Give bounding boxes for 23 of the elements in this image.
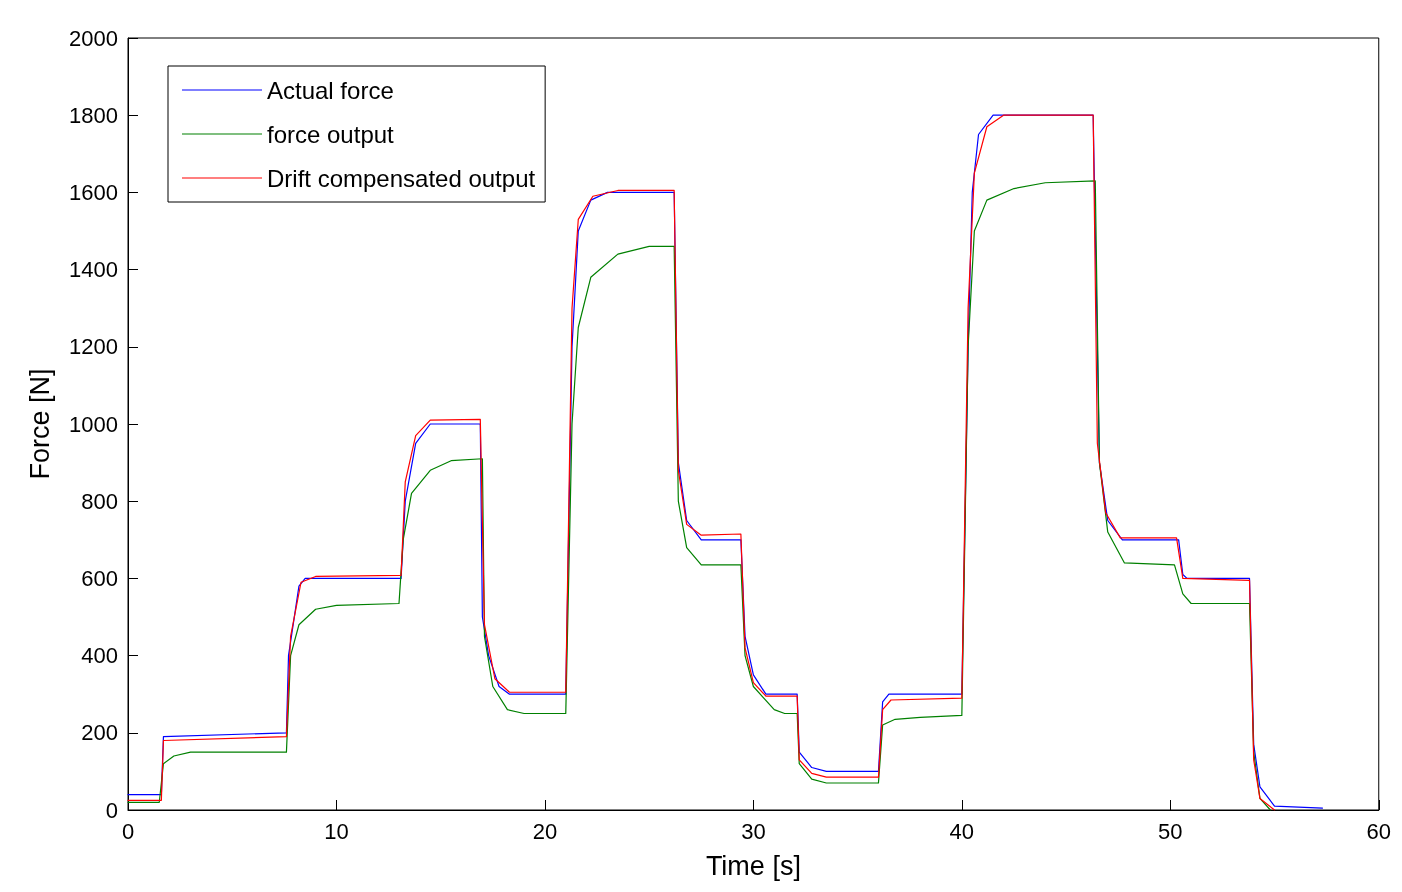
y-axis-title: Force [N]	[24, 368, 55, 480]
legend-label: Actual force	[267, 76, 394, 104]
y-tick-label: 400	[81, 643, 118, 669]
legend-label: Drift compensated output	[267, 164, 536, 192]
y-tick-label: 1600	[69, 179, 118, 205]
y-tick-label: 1800	[69, 102, 118, 128]
x-axis-title: Time [s]	[705, 850, 801, 881]
x-tick-label: 60	[1366, 818, 1392, 844]
y-tick-label: 1000	[69, 411, 118, 437]
x-tick-label: 30	[741, 818, 766, 844]
y-tick-label: 0	[105, 797, 118, 823]
x-tick-label: 40	[949, 818, 975, 844]
y-tick-label: 1200	[69, 334, 118, 360]
y-tick-label: 2000	[69, 25, 118, 51]
y-tick-label: 1400	[69, 257, 118, 283]
y-tick-label: 200	[81, 720, 118, 746]
y-tick-label: 800	[81, 488, 118, 514]
x-tick-label: 50	[1158, 818, 1183, 844]
x-tick-label: 20	[532, 818, 558, 844]
x-tick-label: 10	[324, 818, 349, 844]
y-tick-label: 600	[81, 565, 118, 591]
x-tick-label: 0	[121, 818, 135, 844]
legend-label: force output	[267, 120, 395, 148]
